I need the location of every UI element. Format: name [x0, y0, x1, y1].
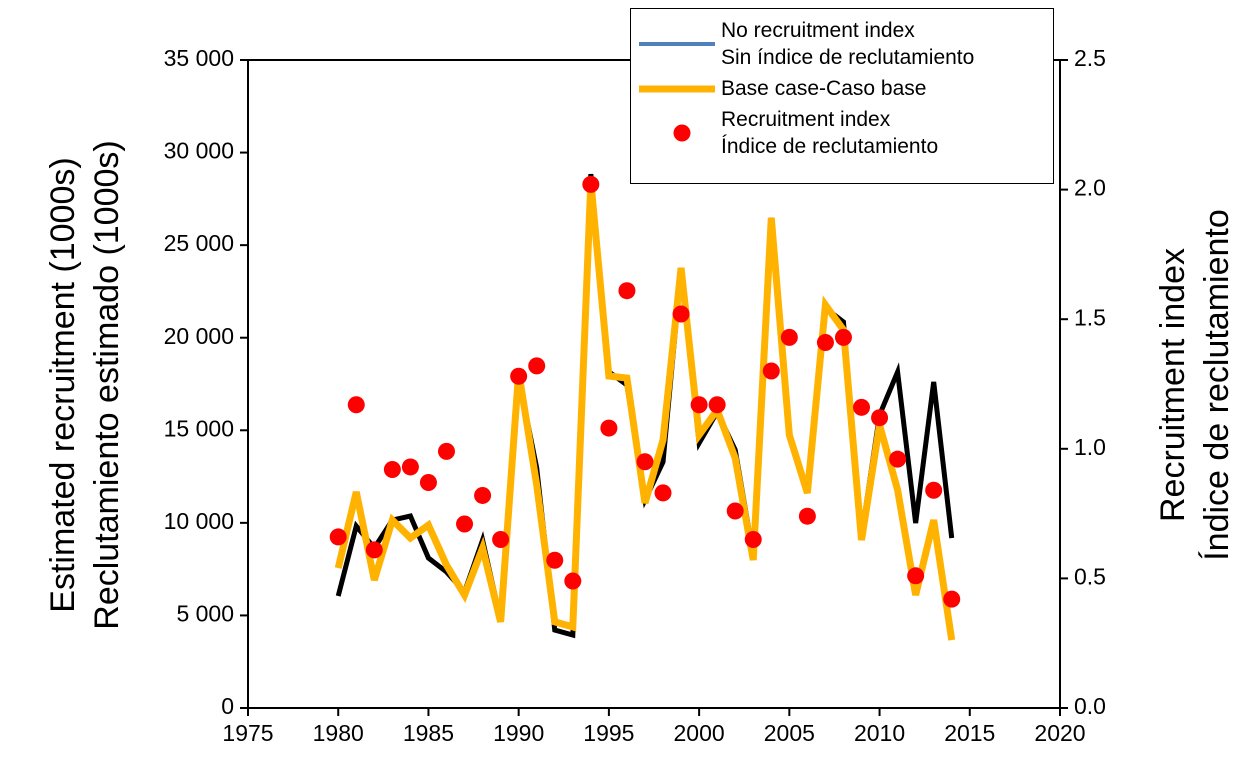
y-tick-label: 15 000	[164, 415, 234, 441]
legend-swatch	[639, 85, 715, 92]
x-tick-label: 1995	[583, 720, 634, 746]
legend-label: Recruitment index Índice de reclutamient…	[721, 108, 939, 158]
data-point	[816, 334, 834, 352]
data-point	[474, 486, 492, 504]
y-axis-label: Estimated recruitment (1000s) Reclutamie…	[44, 140, 126, 630]
data-point	[762, 362, 780, 380]
x-tick-label: 1990	[493, 720, 544, 746]
x-tick-label: 1985	[403, 720, 454, 746]
data-point	[834, 328, 852, 346]
y-tick-label: 5 000	[176, 601, 234, 627]
data-point	[672, 305, 690, 323]
y2-tick-label: 1.5	[1074, 304, 1106, 330]
legend-entry: No recruitment index Sin índice de reclu…	[631, 17, 1053, 71]
y-tick-label: 25 000	[164, 230, 234, 256]
data-point	[347, 396, 365, 414]
data-point	[419, 473, 437, 491]
data-point	[726, 502, 744, 520]
y-tick-label: 35 000	[164, 45, 234, 71]
data-point	[708, 396, 726, 414]
data-point	[383, 461, 401, 479]
data-point	[907, 567, 925, 585]
data-point	[690, 396, 708, 414]
data-point	[510, 367, 528, 385]
y2-tick-label: 1.0	[1074, 434, 1106, 460]
data-point	[889, 450, 907, 468]
legend-label: No recruitment index Sin índice de reclu…	[721, 19, 975, 69]
legend-marker	[673, 124, 691, 142]
data-point	[636, 453, 654, 471]
data-point	[528, 357, 546, 375]
y-tick-label: 10 000	[164, 508, 234, 534]
y2-tick-label: 2.5	[1074, 45, 1106, 71]
data-point	[329, 528, 347, 546]
y2-axis-label: Recruitment index Índice de reclutamient…	[1154, 209, 1236, 561]
x-tick-label: 2000	[674, 720, 725, 746]
x-tick-label: 2010	[854, 720, 905, 746]
data-point	[492, 531, 510, 549]
y2-tick-label: 0.5	[1074, 563, 1106, 589]
data-point	[925, 481, 943, 499]
data-point	[564, 572, 582, 590]
data-point	[853, 398, 871, 416]
y-tick-label: 0	[221, 693, 234, 719]
legend-swatch	[639, 42, 715, 46]
x-tick-label: 1980	[313, 720, 364, 746]
data-point	[780, 328, 798, 346]
data-point	[600, 419, 618, 437]
x-tick-label: 1975	[222, 720, 273, 746]
legend-swatch	[673, 124, 691, 142]
data-point	[943, 590, 961, 608]
data-point	[744, 531, 762, 549]
data-point	[456, 515, 474, 533]
data-point	[618, 282, 636, 300]
series-line	[334, 181, 956, 641]
x-tick-label: 2020	[1034, 720, 1085, 746]
data-point	[654, 484, 672, 502]
data-point	[798, 507, 816, 525]
data-point	[546, 551, 564, 569]
data-point	[582, 175, 600, 193]
data-point	[437, 442, 455, 460]
legend-entry: Base case-Caso base	[631, 75, 1053, 102]
y-tick-label: 20 000	[164, 323, 234, 349]
data-point	[401, 458, 419, 476]
legend-label: Base case-Caso base	[721, 77, 927, 100]
y2-tick-label: 2.0	[1074, 175, 1106, 201]
x-tick-label: 2005	[764, 720, 815, 746]
data-point	[871, 409, 889, 427]
data-point	[365, 541, 383, 559]
legend: No recruitment index Sin índice de reclu…	[630, 8, 1054, 184]
y-tick-label: 30 000	[164, 138, 234, 164]
x-tick-label: 2015	[944, 720, 995, 746]
legend-entry: Recruitment index Índice de reclutamient…	[631, 106, 1053, 160]
y2-tick-label: 0.0	[1074, 693, 1106, 719]
